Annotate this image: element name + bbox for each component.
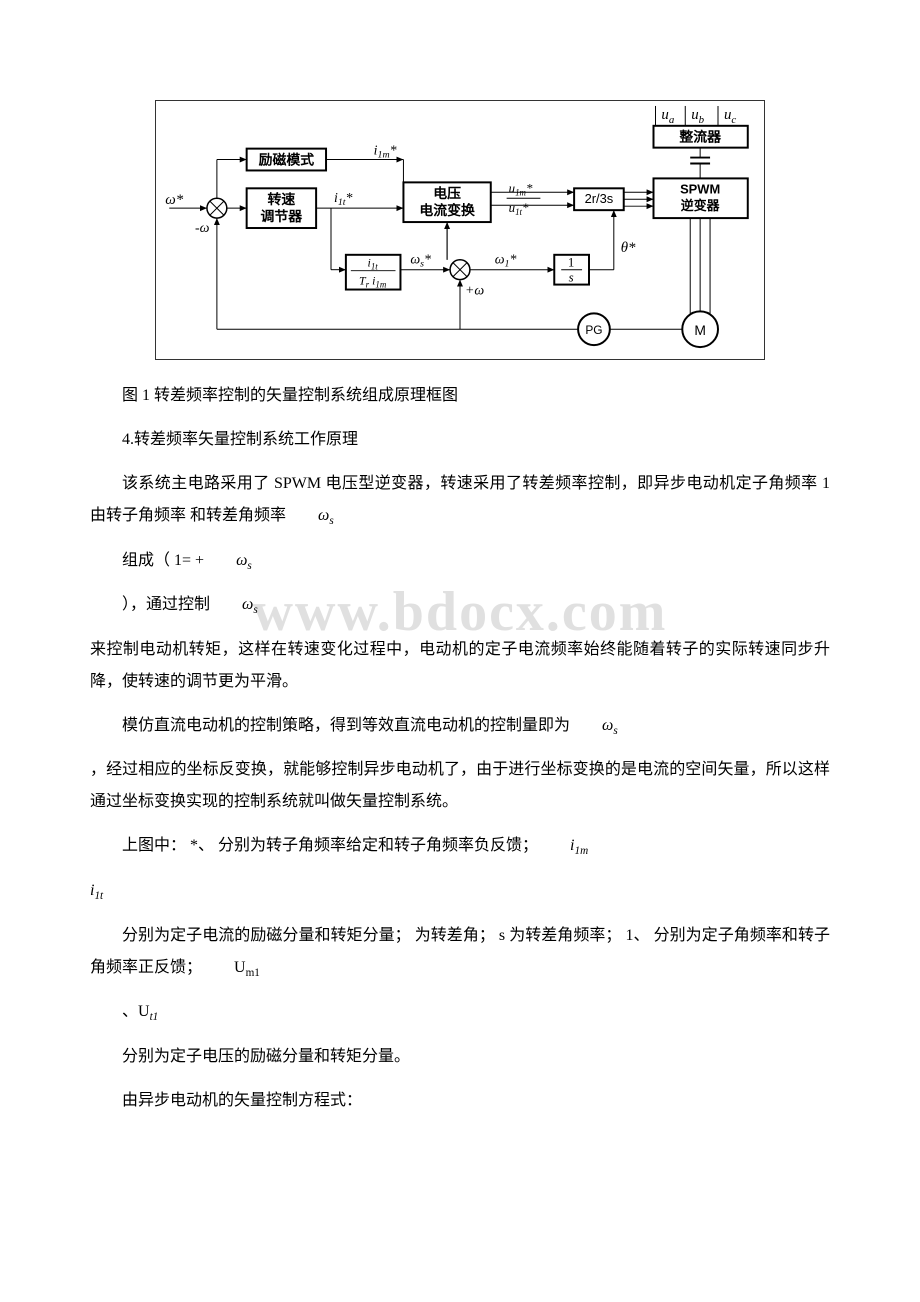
minus-omega: -ω (195, 221, 210, 236)
para-6: 来控制电动机转矩，这样在转速变化过程中，电动机的定子电流频率始终能随着转子的实际… (90, 634, 830, 698)
i1m-sym: i1m (538, 830, 588, 863)
svg-text:ua: ua (661, 107, 674, 126)
rectifier-label: 整流器 (679, 129, 722, 146)
p10a: 分别为定子电流的励磁分量和转矩分量； 为转差角； s 为转差角频率； 1、 分别… (90, 927, 830, 976)
omega-1: ω (495, 253, 505, 268)
content-block: 图 1 转差频率控制的矢量控制系统组成原理框图 4.转差频率矢量控制系统工作原理… (90, 380, 830, 1117)
i1m-star-sub: 1m (378, 150, 390, 161)
figure-caption: 图 1 转差频率控制的矢量控制系统组成原理框图 (90, 380, 830, 412)
pg-label: PG (585, 323, 602, 337)
diagram-container: ua ub uc 整流器 SPWM 逆变器 励磁模式 转速 调节器 电压 电流变… (90, 100, 830, 360)
para-9: 上图中： *、 分别为转子角频率给定和转子角频率负反馈；i1m (90, 830, 830, 863)
m-label: M (694, 322, 706, 338)
para-10: 分别为定子电流的励磁分量和转矩分量； 为转差角； s 为转差角频率； 1、 分别… (90, 920, 830, 985)
uc-label: u (724, 107, 731, 123)
svg-text:u1m*: u1m* (509, 181, 533, 197)
ub-sub: b (699, 114, 705, 126)
omega-s: ω (410, 253, 420, 268)
para-11: 、Ut1 (90, 996, 830, 1029)
u1m-sub: 1m (515, 187, 526, 197)
uc-sub: c (731, 114, 736, 126)
excite-mode-label: 励磁模式 (259, 152, 315, 169)
ub-label: u (691, 107, 698, 123)
para-13: 由异步电动机的矢量控制方程式： (90, 1085, 830, 1117)
plus-omega: +ω (465, 284, 484, 299)
para-12: 分别为定子电压的励磁分量和转矩分量。 (90, 1041, 830, 1073)
section-heading: 4.转差频率矢量控制系统工作原理 (90, 424, 830, 456)
block-diagram: ua ub uc 整流器 SPWM 逆变器 励磁模式 转速 调节器 电压 电流变… (155, 100, 765, 360)
spwm-label1: SPWM (680, 181, 720, 196)
frac-bot-1m: 1m (375, 280, 386, 290)
one-s-num: 1 (568, 256, 574, 270)
svg-text:ω1*: ω1* (495, 253, 517, 270)
i1t-sym: i1t (90, 875, 103, 908)
speed-reg-label1: 转速 (268, 191, 296, 208)
p9a: 上图中： *、 分别为转子角频率给定和转子角频率负反馈； (122, 837, 538, 854)
omega-s-sym4: ωs (570, 710, 618, 743)
svg-text:i1m*: i1m* (374, 144, 397, 161)
svg-text:i1t*: i1t* (334, 191, 353, 208)
p11b: t1 (150, 1011, 159, 1023)
omega-s-sym2: ωs (204, 545, 252, 578)
omega-s-sym: ωs (286, 500, 334, 533)
ua-label: u (661, 107, 668, 123)
p7a: 模仿直流电动机的控制策略，得到等效直流电动机的控制量即为 (122, 717, 570, 734)
omega-s-sym3: ωs (210, 589, 258, 622)
spwm-label2: 逆变器 (681, 198, 721, 213)
p5a: ），通过控制 (122, 596, 210, 613)
frac-Tr-r: r (366, 280, 370, 290)
svg-text:ub: ub (691, 107, 704, 126)
para-3: 该系统主电路采用了 SPWM 电压型逆变器，转速采用了转差频率控制，即异步电动机… (90, 468, 830, 533)
omega-star: ω* (165, 192, 184, 208)
one-s-denom: s (569, 271, 574, 285)
para-i1t: i1t (90, 875, 830, 908)
para-7: 模仿直流电动机的控制策略，得到等效直流电动机的控制量即为ωs (90, 710, 830, 743)
p3a: 该系统主电路采用了 SPWM 电压型逆变器，转速采用了转差频率控制，即异步电动机… (90, 475, 830, 524)
p4a: 组成（ 1= + (122, 552, 204, 569)
svg-text:uc: uc (724, 107, 736, 126)
two-three-label: 2r/3s (585, 191, 614, 206)
Um1-sym: Um1 (202, 952, 260, 985)
para-4: 组成（ 1= +ωs (90, 545, 830, 578)
para-8: ，经过相应的坐标反变换，就能够控制异步电动机了，由于进行坐标变换的是电流的空间矢… (90, 754, 830, 818)
svg-text:u1t*: u1t* (509, 201, 529, 217)
ua-sub: a (669, 114, 675, 126)
vconv-label2: 电流变换 (419, 202, 475, 219)
speed-reg-label2: 调节器 (261, 208, 304, 225)
p11a: 、U (122, 1003, 150, 1020)
para-5: ），通过控制ωs (90, 589, 830, 622)
vconv-label1: 电压 (433, 185, 461, 202)
theta-star: θ* (621, 240, 636, 256)
svg-text:ωs*: ωs* (410, 253, 431, 270)
